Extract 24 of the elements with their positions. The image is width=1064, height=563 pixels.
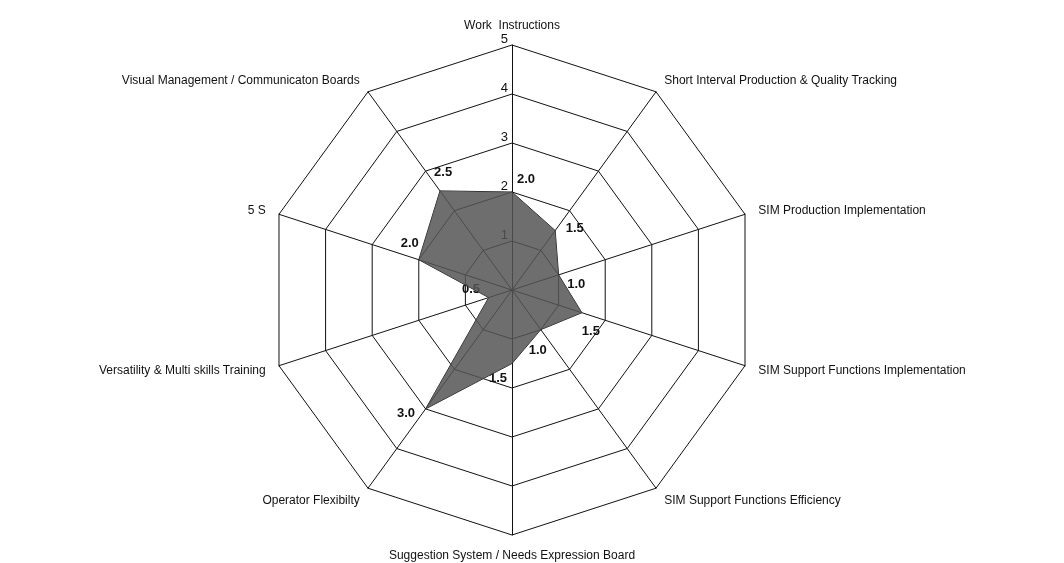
data-label: 2.5 xyxy=(434,163,453,179)
spoke-label: Work Instructions xyxy=(464,18,560,32)
y-tick-label: 4 xyxy=(500,80,508,95)
spoke-label: Operator Flexibilty xyxy=(262,492,360,507)
spoke-label: 5 S xyxy=(247,202,266,217)
spoke-label: SIM Production Implementation xyxy=(758,202,926,217)
y-tick-label: 3 xyxy=(500,129,508,144)
spoke-label: Versatility & Multi skills Training xyxy=(98,363,266,378)
data-label: 2.0 xyxy=(400,234,419,250)
data-label: 1.5 xyxy=(565,219,584,235)
y-tick-label: 2 xyxy=(500,178,508,193)
data-label: 2.0 xyxy=(516,170,536,186)
spoke-label: SIM Support Functions Efficiency xyxy=(664,492,841,507)
data-label: 1.5 xyxy=(488,370,508,385)
data-label: 0.5 xyxy=(462,281,481,297)
spoke-label: Visual Management / Communicaton Boards xyxy=(121,73,360,88)
y-tick-label: 5 xyxy=(500,31,508,46)
data-label: 3.0 xyxy=(397,404,416,420)
spoke-label: SIM Support Functions Implementation xyxy=(758,363,966,378)
data-label: 1.0 xyxy=(528,341,547,357)
data-label: 1.5 xyxy=(581,322,600,338)
data-label: 1.0 xyxy=(567,276,586,292)
spoke-label: Short Interval Production & Quality Tracking xyxy=(664,73,898,88)
spoke-label: Suggestion System / Needs Expression Board xyxy=(388,548,636,562)
